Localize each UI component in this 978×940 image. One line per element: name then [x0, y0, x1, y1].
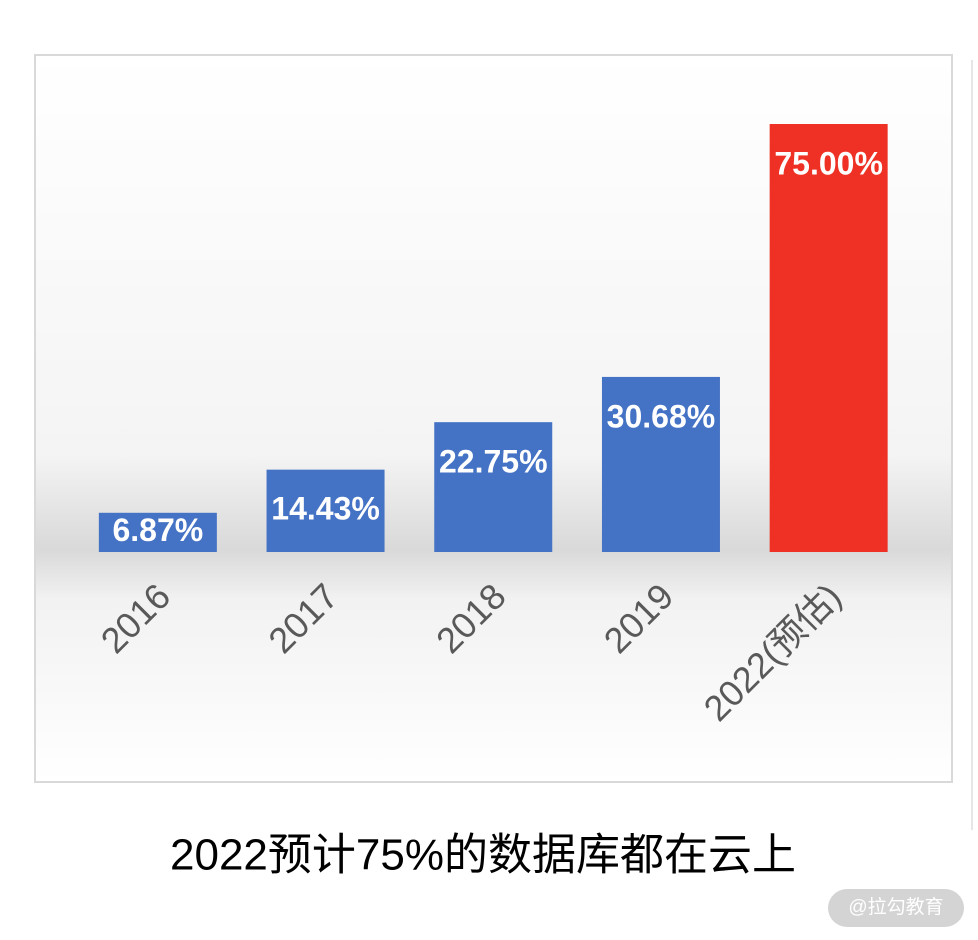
watermark-bg: [828, 889, 964, 927]
data-label: 14.43%: [271, 490, 380, 526]
bar: [434, 422, 553, 552]
data-label: 6.87%: [112, 512, 203, 548]
data-label: 75.00%: [774, 145, 883, 181]
bar: [98, 512, 217, 552]
bar: [601, 376, 720, 552]
bar: [266, 469, 385, 552]
chart-title: 2022预计75%的数据库都在云上: [170, 831, 796, 880]
data-label: 22.75%: [439, 444, 548, 480]
bar: [769, 124, 888, 552]
watermark: @拉勾教育: [848, 896, 943, 918]
data-label: 30.68%: [607, 398, 716, 434]
